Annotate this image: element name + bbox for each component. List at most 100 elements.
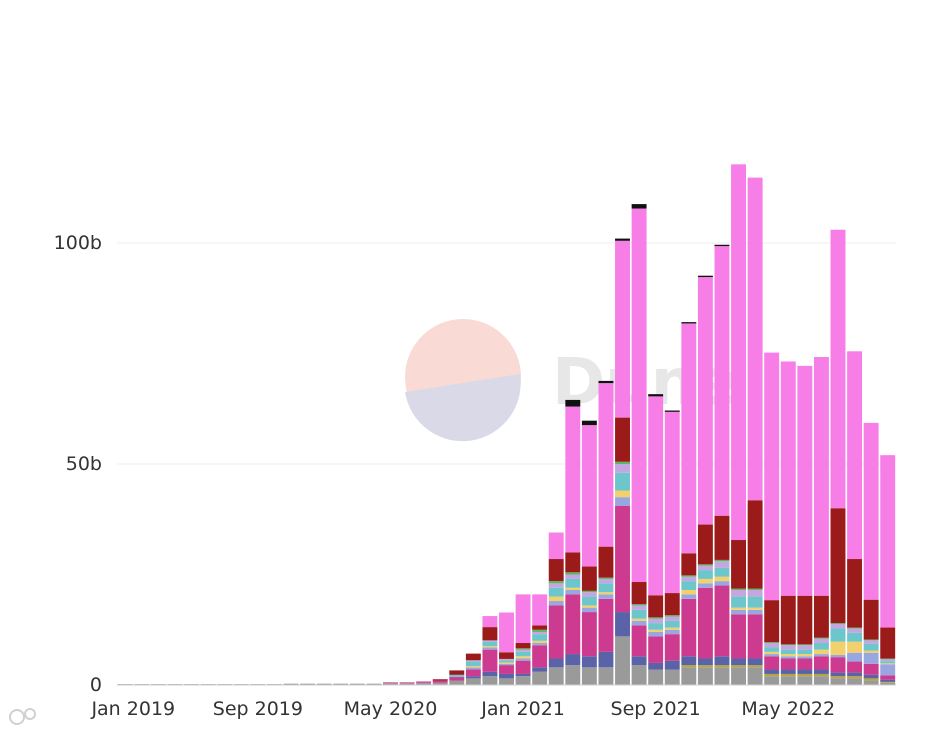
corner-logo-icon-2 xyxy=(24,708,36,720)
bar-stack-2020-05 xyxy=(383,682,398,685)
bar-segment-green xyxy=(631,604,647,606)
bar-segment-olive xyxy=(880,681,896,683)
bar-segment-dark-red xyxy=(482,627,498,641)
bar-segment-yellow xyxy=(565,587,581,590)
y-tick-label: 0 xyxy=(90,674,102,696)
bar-segment-teal xyxy=(449,674,465,678)
bar-segment-periwinkle xyxy=(747,609,763,615)
bar-segment-black xyxy=(664,410,680,412)
bar-segment-gray xyxy=(581,667,597,685)
bar-segment-teal xyxy=(813,643,829,650)
bar-segment-light-purple xyxy=(847,628,863,633)
bar-segment-yellow xyxy=(714,576,730,582)
bar-stack-2022-04 xyxy=(764,352,780,685)
x-tick-label: Sep 2021 xyxy=(611,698,701,720)
bar-segment-gray xyxy=(764,676,780,685)
bar-segment-green xyxy=(681,575,697,577)
bar-segment-yellow xyxy=(648,629,664,632)
bar-segment-gray xyxy=(731,667,746,685)
bar-segment-dark-red xyxy=(714,515,730,560)
bar-segment-gray xyxy=(615,636,630,685)
bar-segment-dark-red xyxy=(432,679,448,681)
bar-segment-gray xyxy=(830,678,846,685)
bar-segment-teal xyxy=(747,596,763,608)
bar-segment-green xyxy=(880,658,896,660)
bar-segment-gray xyxy=(399,683,415,685)
bar-segment-teal xyxy=(581,596,597,606)
bar-segment-pink xyxy=(681,323,697,554)
bar-segment-gray xyxy=(681,667,697,685)
bar-segment-gray xyxy=(300,683,316,685)
bar-segment-black xyxy=(697,275,713,278)
bar-segment-pink xyxy=(847,351,863,560)
bar-segment-light-purple xyxy=(764,643,780,648)
bar-stack-2021-06 xyxy=(598,380,614,685)
bar-segment-gray xyxy=(631,665,647,685)
bar-segment-teal xyxy=(714,567,730,577)
bar-segment-magenta xyxy=(648,636,664,663)
bar-segment-yellow xyxy=(598,592,614,595)
bar-stack-2021-08 xyxy=(631,204,647,685)
bar-stack-2022-08 xyxy=(830,229,846,685)
bar-segment-olive xyxy=(731,665,746,668)
bar-segment-slate-blue xyxy=(581,656,597,668)
y-axis-ticks: 0 50b 100b xyxy=(54,232,102,696)
bar-segment-gray xyxy=(465,678,481,685)
bar-segment-magenta xyxy=(548,605,564,659)
bar-segment-olive xyxy=(847,676,863,679)
bar-segment-olive xyxy=(863,678,879,681)
bar-stack-2020-02 xyxy=(333,683,349,685)
bar-segment-slate-blue xyxy=(747,658,763,666)
bar-segment-magenta xyxy=(432,680,448,683)
bar-segment-yellow xyxy=(797,654,813,657)
bar-stack-2020-07 xyxy=(416,681,432,685)
bar-stack-2022-02 xyxy=(731,164,746,685)
bar-segment-green xyxy=(731,588,746,590)
bar-segment-teal xyxy=(731,596,746,608)
bar-segment-light-purple xyxy=(813,638,829,644)
bar-segment-green xyxy=(714,559,730,562)
bar-segment-pink xyxy=(863,422,879,600)
bar-segment-olive xyxy=(747,665,763,668)
bar-segment-light-purple xyxy=(548,583,564,588)
bar-segment-periwinkle xyxy=(664,629,680,635)
bar-segment-dark-red xyxy=(532,625,548,630)
bar-segment-black xyxy=(714,244,730,247)
corner-logo-icon xyxy=(9,709,25,725)
bar-segment-green xyxy=(780,644,796,646)
bar-segment-gray xyxy=(714,667,730,685)
bar-segment-periwinkle xyxy=(863,652,879,664)
bar-segment-periwinkle xyxy=(780,656,796,659)
bar-stack-2021-07 xyxy=(615,238,630,685)
bar-segment-light-purple xyxy=(863,640,879,644)
bar-segment-periwinkle xyxy=(681,594,697,599)
bar-segment-pink xyxy=(548,532,564,560)
bar-segment-teal xyxy=(565,578,581,588)
bar-segment-gray xyxy=(863,680,879,685)
bar-segment-yellow xyxy=(515,656,531,659)
bar-series xyxy=(117,164,896,685)
bar-stack-2021-02 xyxy=(532,594,548,685)
bar-segment-slate-blue xyxy=(764,669,780,674)
bar-segment-yellow xyxy=(465,665,481,668)
bar-segment-black xyxy=(648,394,664,397)
bar-segment-pink xyxy=(532,594,548,626)
bar-segment-pink xyxy=(747,177,763,501)
x-tick-label: Jan 2019 xyxy=(90,698,175,720)
bar-segment-slate-blue xyxy=(598,651,614,668)
bar-segment-periwinkle xyxy=(830,654,846,658)
bar-stack-2019-11 xyxy=(283,683,299,685)
bar-segment-yellow xyxy=(631,618,647,621)
bar-segment-periwinkle xyxy=(731,609,746,615)
bar-segment-gray xyxy=(780,676,796,685)
bar-segment-slate-blue xyxy=(482,671,498,677)
bar-segment-magenta xyxy=(399,682,415,684)
bar-segment-slate-blue xyxy=(830,672,846,677)
bar-segment-yellow xyxy=(847,641,863,653)
bar-segment-teal xyxy=(863,643,879,651)
bar-segment-olive xyxy=(697,665,713,668)
bar-segment-pink xyxy=(499,612,514,653)
bar-segment-dark-red xyxy=(548,559,564,582)
bar-segment-pink xyxy=(830,229,846,509)
bar-segment-dark-red xyxy=(565,552,581,573)
